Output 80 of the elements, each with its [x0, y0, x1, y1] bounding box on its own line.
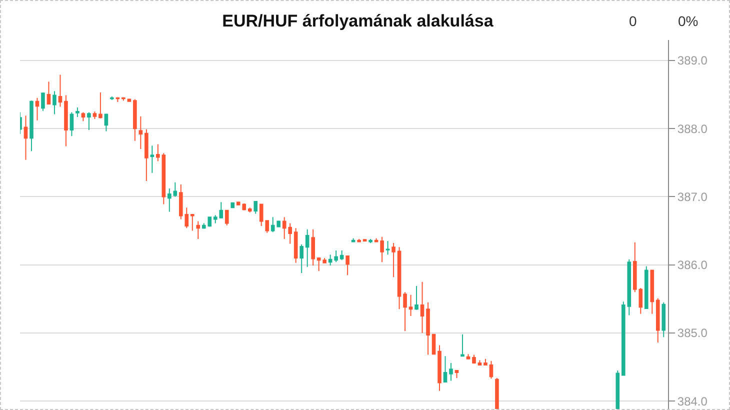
candlestick [144, 128, 148, 182]
candlestick [316, 258, 321, 272]
candlestick [52, 90, 56, 115]
candlestick [190, 214, 194, 232]
text: 0% [678, 13, 698, 29]
candlestick [87, 112, 91, 130]
candlestick [311, 228, 315, 266]
candlestick [116, 96, 120, 103]
candlestick [432, 334, 436, 355]
candlestick [138, 116, 143, 150]
y-tick-label: 389.0 [677, 54, 708, 68]
candlestick [254, 200, 258, 214]
candlestick [454, 370, 459, 378]
candlestick [472, 354, 476, 364]
candlestick [110, 96, 114, 100]
candlestick [322, 258, 326, 264]
candlestick [179, 184, 183, 220]
candlestick [230, 202, 235, 208]
y-tick-label: 386.0 [677, 258, 708, 272]
candlestick [438, 344, 442, 392]
candlestick [408, 294, 413, 316]
candlestick [662, 302, 666, 338]
candlestick [98, 92, 102, 119]
candlestick [70, 112, 74, 137]
candlestick [150, 145, 154, 174]
candlestick [368, 238, 372, 244]
candlestick [650, 270, 654, 314]
candlestick [484, 358, 488, 366]
candlestick [334, 250, 338, 263]
candlestick [357, 238, 361, 242]
candlestick [173, 182, 178, 198]
candlestick [362, 238, 367, 242]
candlestick [489, 360, 494, 380]
candlestick [403, 292, 407, 332]
candlestick [35, 97, 40, 121]
candlestick [248, 207, 252, 213]
candlestick [122, 96, 126, 102]
candlestick [460, 334, 464, 357]
candlestick [46, 81, 51, 105]
y-tick-label: 387.0 [677, 190, 708, 204]
y-tick-label: 385.0 [677, 326, 708, 340]
candlestick [133, 98, 137, 142]
candlestick [340, 250, 344, 261]
candlestick [305, 228, 310, 268]
candlestick [224, 210, 229, 226]
candlestick [104, 113, 108, 132]
candlestick [449, 362, 453, 382]
candlestick [656, 298, 660, 344]
candlestick [346, 256, 350, 276]
candlestick [392, 242, 396, 278]
candlestick [328, 254, 332, 266]
candlestick [168, 188, 172, 212]
candlestick [443, 356, 448, 383]
candlestick [76, 106, 80, 118]
candlestick [644, 266, 648, 309]
candlestick [380, 236, 384, 263]
candlestick [184, 207, 189, 229]
candlestick [58, 74, 62, 108]
candlestick [196, 220, 200, 240]
candlestick [420, 281, 424, 334]
candlestick [478, 360, 482, 366]
chart-title: EUR/HUF árfolyamának alakulása [222, 11, 494, 30]
text: 0 [629, 13, 637, 29]
y-tick-label: 388.0 [677, 122, 708, 136]
candlestick [466, 354, 470, 360]
candlestick [300, 244, 304, 274]
candlestick [64, 94, 68, 147]
candlestick [386, 240, 390, 256]
candlestick [426, 302, 430, 356]
candlestick [414, 285, 418, 310]
candlestick [162, 152, 166, 205]
candlestick [41, 92, 45, 112]
candlestick [30, 100, 34, 152]
candlestick [397, 246, 402, 310]
candlestick [92, 111, 97, 120]
y-tick-label: 384.0 [677, 394, 708, 408]
candlestick [81, 112, 86, 122]
candlestick [156, 144, 160, 162]
candlestick [24, 115, 28, 160]
candlestick [294, 228, 298, 264]
